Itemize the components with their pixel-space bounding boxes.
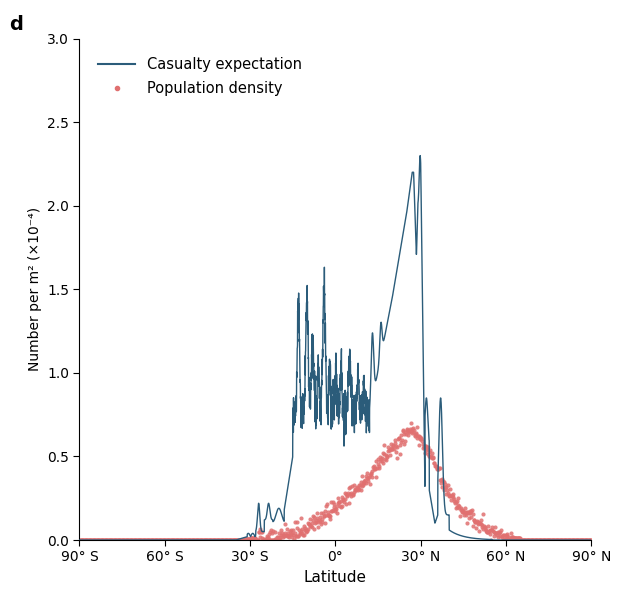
Casualty expectation [588,536,595,544]
Casualty expectation [587,536,595,544]
Population density [394,445,402,452]
Population density [409,414,416,421]
Casualty expectation [539,536,546,544]
Population density [218,536,226,544]
Casualty expectation [394,261,402,268]
Population density [185,536,193,544]
Population density [385,446,393,453]
Population density [76,536,83,544]
Population density [539,536,546,544]
Casualty expectation [416,152,424,159]
Casualty expectation [385,311,393,319]
Casualty expectation [185,536,193,544]
Casualty expectation [218,536,226,544]
Population density [587,536,595,544]
Population density [588,536,595,544]
Text: d: d [9,15,23,34]
X-axis label: Latitude: Latitude [304,570,367,585]
Y-axis label: Number per m² (×10⁻⁴): Number per m² (×10⁻⁴) [28,207,41,371]
Casualty expectation [76,536,83,544]
Legend: Casualty expectation, Population density: Casualty expectation, Population density [87,46,313,108]
Line: Casualty expectation: Casualty expectation [80,155,592,540]
Line: Population density: Population density [78,415,593,542]
